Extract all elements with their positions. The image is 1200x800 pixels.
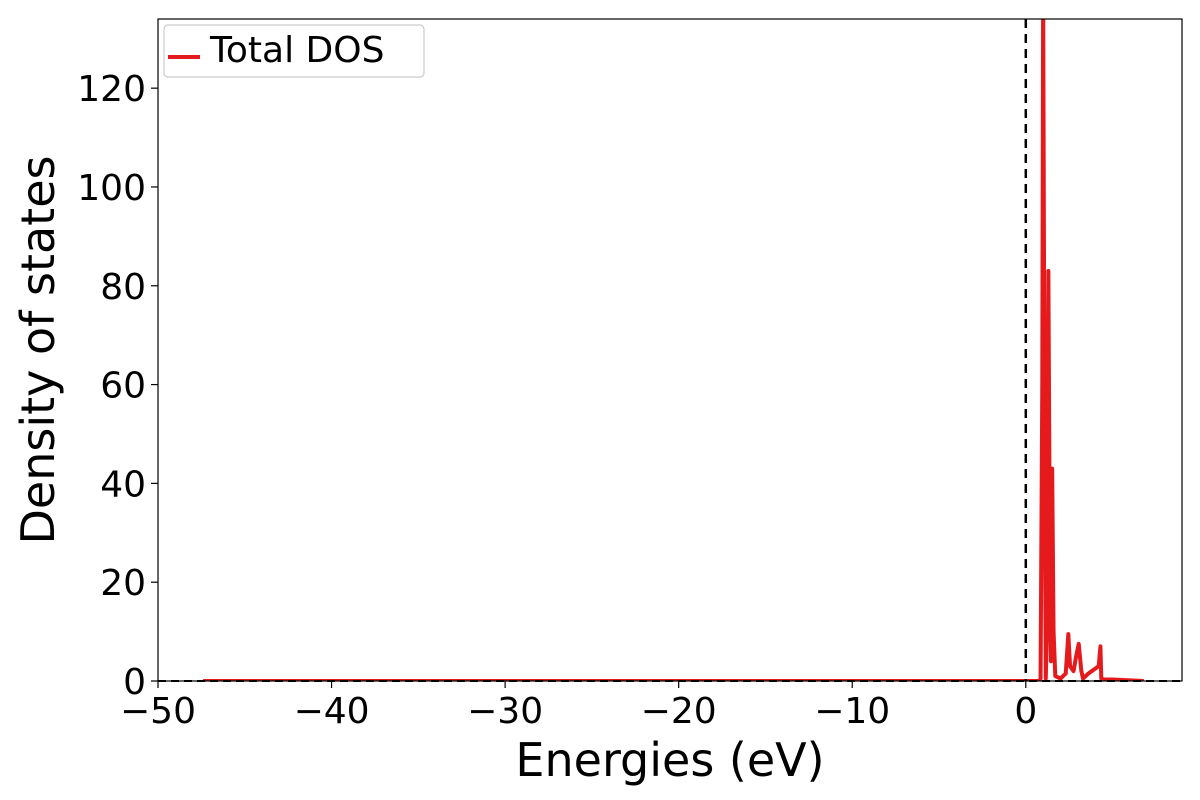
y-tick-label: 60 [100, 366, 146, 407]
y-tick-label: 0 [123, 662, 146, 703]
series-line-0 [203, 19, 1144, 681]
y-tick-label: 40 [100, 464, 146, 505]
y-tick-label: 80 [100, 267, 146, 308]
x-axis-ticks: −50 −40 −30 −20 −10 0 [120, 681, 1037, 732]
x-tick-label: −30 [467, 691, 543, 732]
x-axis-label: Energies (eV) [515, 733, 824, 787]
y-axis-label: Density of states [11, 156, 65, 545]
legend-box [163, 24, 425, 78]
x-tick-label: 0 [1014, 691, 1037, 732]
x-tick-label: −40 [294, 691, 370, 732]
y-tick-label: 100 [77, 168, 146, 209]
x-tick-label: −10 [814, 691, 890, 732]
y-tick-label: 20 [100, 563, 146, 604]
x-tick-label: −20 [641, 691, 717, 732]
x-tick-label: −50 [120, 691, 196, 732]
y-tick-label: 120 [77, 69, 146, 110]
legend-entry-total-dos: Total DOS [209, 30, 384, 71]
data-layer [203, 19, 1144, 681]
plot-frame [157, 18, 1183, 682]
y-axis-ticks: 0 20 40 60 80 100 120 [77, 69, 158, 703]
legend: Total DOS [163, 24, 425, 78]
